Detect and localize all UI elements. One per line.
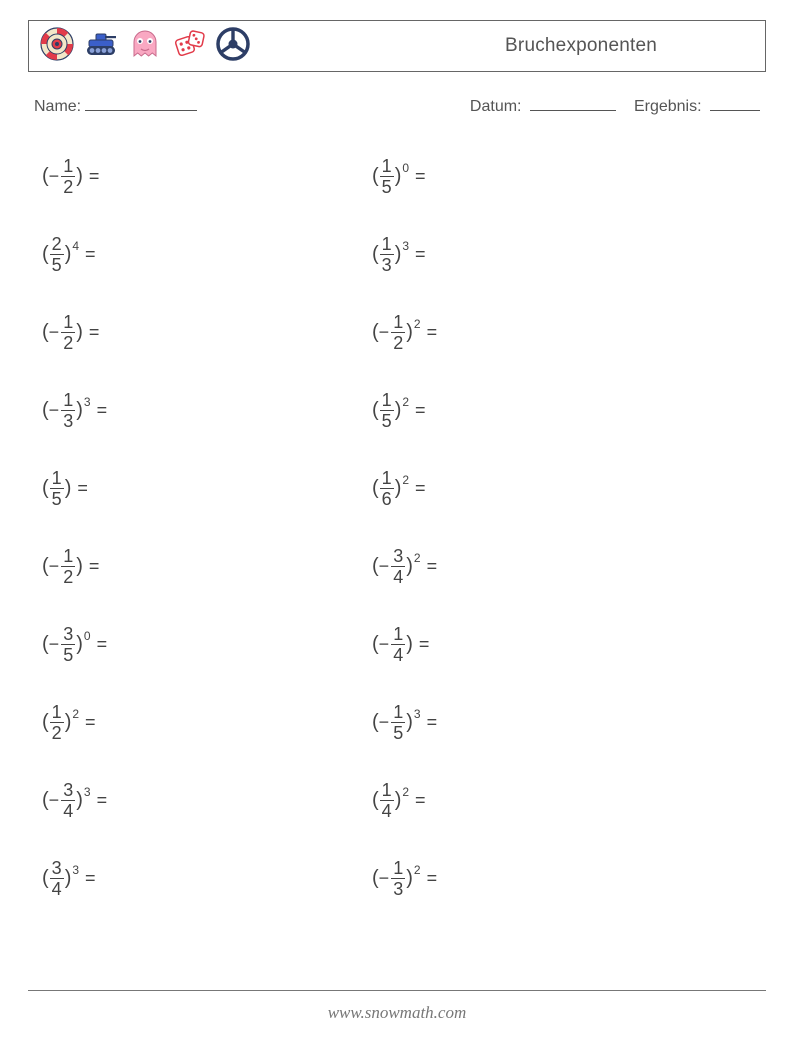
- result-label: Ergebnis:: [634, 98, 702, 115]
- problem: (−13)2=: [372, 840, 702, 918]
- problem: (−15)3=: [372, 684, 702, 762]
- problem: (−12)=: [42, 138, 372, 216]
- problem: (−12)2=: [372, 294, 702, 372]
- problem: (12)2=: [42, 684, 372, 762]
- header-icon-row: [39, 26, 251, 67]
- date-blank[interactable]: [530, 94, 616, 111]
- worksheet-page: Bruchexponenten Name: Datum: Ergebnis: (…: [0, 0, 794, 1053]
- name-blank[interactable]: [85, 94, 197, 111]
- meta-name: Name:: [34, 94, 197, 116]
- footer-divider: [28, 990, 766, 991]
- problem: (15)=: [42, 450, 372, 528]
- problem: (13)3=: [372, 216, 702, 294]
- problem: (−34)2=: [372, 528, 702, 606]
- steering-wheel-icon: [215, 26, 251, 67]
- footer-text: www.snowmath.com: [0, 1003, 794, 1023]
- result-blank[interactable]: [710, 94, 760, 111]
- problem: (−34)3=: [42, 762, 372, 840]
- problem: (−35)0=: [42, 606, 372, 684]
- problem: (−12)=: [42, 294, 372, 372]
- problem: (−12)=: [42, 528, 372, 606]
- problem: (−14)=: [372, 606, 702, 684]
- dice-icon: [171, 26, 207, 67]
- problem: (15)0=: [372, 138, 702, 216]
- ghost-icon: [127, 26, 163, 67]
- problem: (16)2=: [372, 450, 702, 528]
- problem: (−13)3=: [42, 372, 372, 450]
- problem: (34)3=: [42, 840, 372, 918]
- header-box: Bruchexponenten: [28, 20, 766, 72]
- problems-grid: (−12)=(15)0=(25)4=(13)3=(−12)=(−12)2=(−1…: [42, 138, 766, 918]
- problem: (25)4=: [42, 216, 372, 294]
- worksheet-title: Bruchexponenten: [505, 35, 747, 57]
- meta-result: Ergebnis:: [634, 94, 760, 116]
- tank-icon: [83, 26, 119, 67]
- meta-date: Datum:: [470, 94, 616, 116]
- dartboard-icon: [39, 26, 75, 67]
- problem: (14)2=: [372, 762, 702, 840]
- problem: (15)2=: [372, 372, 702, 450]
- date-label: Datum:: [470, 98, 522, 115]
- name-label: Name:: [34, 98, 81, 116]
- meta-row: Name: Datum: Ergebnis:: [34, 94, 760, 116]
